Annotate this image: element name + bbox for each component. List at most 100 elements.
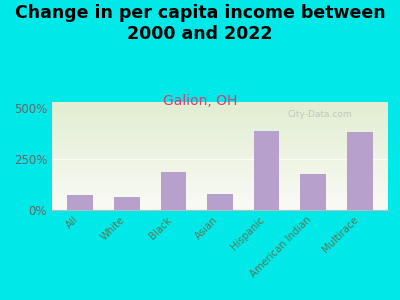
- Bar: [52, 121, 388, 122]
- Bar: [52, 136, 388, 137]
- Bar: [52, 187, 388, 188]
- Bar: [52, 179, 388, 180]
- Bar: [52, 151, 388, 152]
- Bar: [52, 207, 388, 208]
- Bar: [52, 191, 388, 192]
- Bar: [52, 145, 388, 146]
- Bar: [52, 137, 388, 138]
- Bar: [52, 165, 388, 166]
- Bar: [52, 108, 388, 109]
- Bar: [52, 125, 388, 126]
- Bar: [52, 198, 388, 199]
- Bar: [52, 158, 388, 159]
- Bar: [52, 138, 388, 139]
- Bar: [52, 129, 388, 130]
- Text: Change in per capita income between
2000 and 2022: Change in per capita income between 2000…: [15, 4, 385, 43]
- Bar: [67, 195, 93, 210]
- Bar: [52, 163, 388, 164]
- Bar: [52, 197, 388, 198]
- Bar: [52, 106, 388, 107]
- Bar: [52, 205, 388, 206]
- Bar: [52, 123, 388, 124]
- Bar: [52, 126, 388, 127]
- Bar: [52, 189, 388, 190]
- Bar: [52, 204, 388, 205]
- Bar: [52, 128, 388, 129]
- Bar: [52, 119, 388, 120]
- Bar: [52, 170, 388, 171]
- Bar: [52, 167, 388, 168]
- Bar: [52, 186, 388, 187]
- Bar: [52, 157, 388, 158]
- Bar: [52, 111, 388, 112]
- Text: Galion, OH: Galion, OH: [163, 94, 237, 109]
- Bar: [52, 155, 388, 156]
- Bar: [52, 103, 388, 104]
- Bar: [254, 130, 280, 210]
- Bar: [52, 146, 388, 147]
- Bar: [114, 197, 140, 210]
- Bar: [52, 168, 388, 169]
- Bar: [52, 194, 388, 195]
- Bar: [52, 144, 388, 145]
- Bar: [52, 159, 388, 160]
- Bar: [52, 105, 388, 106]
- Bar: [52, 156, 388, 157]
- Bar: [160, 172, 186, 210]
- Bar: [52, 139, 388, 140]
- Bar: [52, 209, 388, 210]
- Bar: [52, 113, 388, 114]
- Bar: [52, 131, 388, 132]
- Bar: [52, 190, 388, 191]
- Bar: [52, 169, 388, 170]
- Bar: [52, 143, 388, 144]
- Bar: [300, 174, 326, 210]
- Bar: [52, 154, 388, 155]
- Bar: [52, 122, 388, 123]
- Bar: [52, 202, 388, 203]
- Bar: [52, 195, 388, 196]
- Bar: [52, 149, 388, 150]
- Bar: [52, 178, 388, 179]
- Bar: [52, 193, 388, 194]
- Bar: [52, 196, 388, 197]
- Bar: [52, 199, 388, 200]
- Bar: [52, 192, 388, 193]
- Bar: [52, 104, 388, 105]
- Bar: [52, 160, 388, 161]
- Bar: [52, 102, 388, 103]
- Bar: [52, 140, 388, 141]
- Bar: [52, 152, 388, 153]
- Bar: [52, 114, 388, 115]
- Bar: [52, 141, 388, 142]
- Bar: [52, 110, 388, 111]
- Bar: [52, 112, 388, 113]
- Bar: [52, 161, 388, 162]
- Bar: [52, 115, 388, 116]
- Bar: [52, 118, 388, 119]
- Bar: [52, 206, 388, 207]
- Bar: [52, 150, 388, 151]
- Bar: [52, 116, 388, 117]
- Bar: [52, 180, 388, 181]
- Bar: [52, 142, 388, 143]
- Bar: [52, 208, 388, 209]
- Bar: [52, 148, 388, 149]
- Bar: [52, 201, 388, 202]
- Bar: [52, 147, 388, 148]
- Bar: [52, 132, 388, 133]
- Bar: [52, 164, 388, 165]
- Bar: [52, 188, 388, 189]
- Bar: [52, 174, 388, 175]
- Bar: [52, 172, 388, 173]
- Bar: [52, 135, 388, 136]
- Bar: [347, 131, 373, 210]
- Bar: [52, 153, 388, 154]
- Bar: [52, 134, 388, 135]
- Bar: [52, 200, 388, 201]
- Bar: [52, 184, 388, 185]
- Bar: [52, 181, 388, 182]
- Bar: [52, 166, 388, 167]
- Bar: [52, 177, 388, 178]
- Bar: [52, 107, 388, 108]
